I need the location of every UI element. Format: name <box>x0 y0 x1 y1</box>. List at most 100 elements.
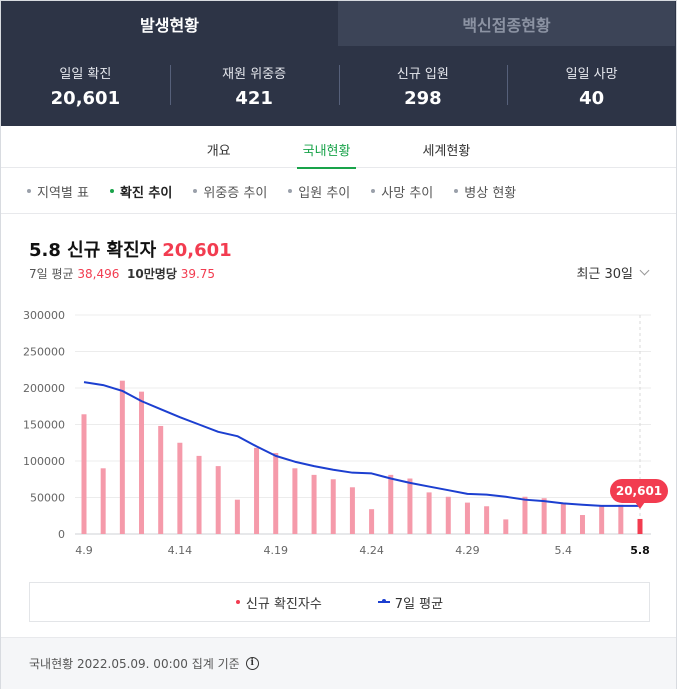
bar <box>484 506 490 534</box>
bar <box>599 505 605 534</box>
tooltip-pointer <box>635 501 645 509</box>
chip-label: 지역별 표 <box>37 185 89 201</box>
per100k-value: 39.75 <box>180 267 216 281</box>
chart-legend: 신규 확진자수 7일 평균 <box>29 582 650 622</box>
bar <box>618 504 624 534</box>
footer-text: 국내현황 2022.05.09. 00:00 집계 기준 <box>29 657 240 671</box>
bar <box>579 515 585 534</box>
x-tick-label: 5.4 <box>555 544 573 557</box>
chip-admission-trend[interactable]: 입원 추이 <box>288 182 350 201</box>
chart-title-text: 5.8 신규 확진자 <box>29 240 157 261</box>
bar <box>273 452 279 534</box>
x-tick-label: 4.9 <box>75 544 93 557</box>
y-tick-label: 100000 <box>23 455 65 468</box>
subnav-domestic[interactable]: 국내현황 <box>296 126 357 169</box>
tooltip-value: 20,601 <box>616 484 662 498</box>
legend-dot-icon <box>235 600 240 604</box>
divider <box>1 213 676 214</box>
bar <box>407 478 413 534</box>
y-tick-label: 200000 <box>23 382 65 395</box>
chart-title-value: 20,601 <box>162 240 232 261</box>
stat-value: 40 <box>579 88 605 109</box>
x-tick-label: 4.19 <box>263 544 288 557</box>
tooltip-bubble <box>610 478 668 503</box>
bar <box>158 425 164 534</box>
bar <box>139 391 145 534</box>
stat-new-admissions: 신규 입원 298 <box>338 63 508 109</box>
bar <box>637 518 643 534</box>
stat-critical: 재원 위중증 421 <box>169 63 339 109</box>
bar <box>81 414 87 534</box>
bullet-icon <box>193 189 198 193</box>
bar <box>369 509 375 534</box>
avg-value: 38,496 <box>77 267 120 281</box>
chip-death-trend[interactable]: 사망 추이 <box>371 182 433 201</box>
bar <box>196 455 202 534</box>
bar <box>464 502 470 534</box>
bar <box>560 503 566 534</box>
chip-label: 위중증 추이 <box>203 185 268 201</box>
stat-daily-deaths: 일일 사망 40 <box>507 63 676 109</box>
x-tick-label: 4.29 <box>455 544 480 557</box>
bullet-icon <box>109 189 114 193</box>
stat-label: 일일 확진 <box>59 67 112 82</box>
bullet-icon <box>454 189 459 193</box>
bullet-icon <box>371 189 376 193</box>
chip-label: 확진 추이 <box>119 185 173 201</box>
bar <box>388 474 394 534</box>
legend-item-line[interactable]: 7일 평균 <box>377 593 443 612</box>
top-tabs: 발생현황 백신접종현황 <box>1 1 676 46</box>
x-tick-label: 4.14 <box>168 544 193 557</box>
chip-label: 병상 현황 <box>464 185 517 201</box>
sub-navigation: 개요 국내현황 세계현황 <box>1 126 676 169</box>
chevron-down-icon <box>639 265 650 276</box>
info-icon[interactable]: i <box>245 657 259 670</box>
footer: 국내현황 2022.05.09. 00:00 집계 기준 i <box>1 637 676 689</box>
bar <box>177 442 183 534</box>
range-dropdown[interactable]: 최근 30일 <box>576 263 650 282</box>
subnav-overview[interactable]: 개요 <box>206 144 231 159</box>
avg-line <box>83 381 641 507</box>
x-tick-label: 4.24 <box>359 544 384 557</box>
per100k-label: 10만명당 <box>127 267 177 281</box>
bar <box>349 487 355 534</box>
stat-label: 일일 사망 <box>565 67 618 82</box>
tab-vaccination-status[interactable]: 백신접종현황 <box>338 1 675 46</box>
legend-label: 신규 확진자수 <box>245 596 322 612</box>
bar <box>234 499 240 534</box>
tab-outbreak-status[interactable]: 발생현황 <box>1 1 338 46</box>
y-tick-label: 300000 <box>23 309 65 322</box>
bar <box>215 466 221 534</box>
bar <box>119 380 125 534</box>
chip-bed-status[interactable]: 병상 현황 <box>454 182 516 201</box>
chip-regional-table[interactable]: 지역별 표 <box>27 182 89 201</box>
range-label: 최근 30일 <box>576 267 633 282</box>
stats-row: 일일 확진 20,601 재원 위중증 421 신규 입원 298 일일 사망 … <box>1 46 676 126</box>
bar <box>330 479 336 534</box>
stat-value: 298 <box>404 88 442 109</box>
stat-value: 20,601 <box>50 88 121 109</box>
stat-label: 재원 위중증 <box>222 67 287 82</box>
bullet-icon <box>27 189 31 193</box>
chip-confirmed-trend[interactable]: 확진 추이 <box>109 182 173 201</box>
x-tick-label: 5.8 <box>630 544 650 557</box>
chart-subinfo: 7일 평균 38,496 10만명당 39.75 <box>29 265 215 282</box>
summary-panel: 발생현황 백신접종현황 일일 확진 20,601 재원 위중증 421 신규 입… <box>1 1 676 126</box>
subnav-world[interactable]: 세계현황 <box>422 144 471 159</box>
y-tick-label: 50000 <box>30 492 65 505</box>
legend-item-bars[interactable]: 신규 확진자수 <box>235 593 322 612</box>
y-tick-label: 0 <box>58 528 65 541</box>
chart-title: 5.8 신규 확진자 20,601 <box>29 236 232 262</box>
chip-label: 사망 추이 <box>381 185 434 201</box>
y-tick-label: 150000 <box>23 419 65 432</box>
bar <box>522 496 528 534</box>
chart-type-chips: 지역별 표 확진 추이 위중증 추이 입원 추이 사망 추이 병상 현황 <box>27 168 537 214</box>
bar <box>292 468 298 534</box>
avg-label: 7일 평균 <box>29 267 74 281</box>
legend-line-icon <box>377 599 390 603</box>
chip-critical-trend[interactable]: 위중증 추이 <box>193 182 267 201</box>
bar <box>311 474 317 534</box>
confirmed-trend-chart: 0 50000 100000 150000 200000 250000 300000 4.9 4… <box>23 309 668 557</box>
chip-label: 입원 추이 <box>298 185 351 201</box>
